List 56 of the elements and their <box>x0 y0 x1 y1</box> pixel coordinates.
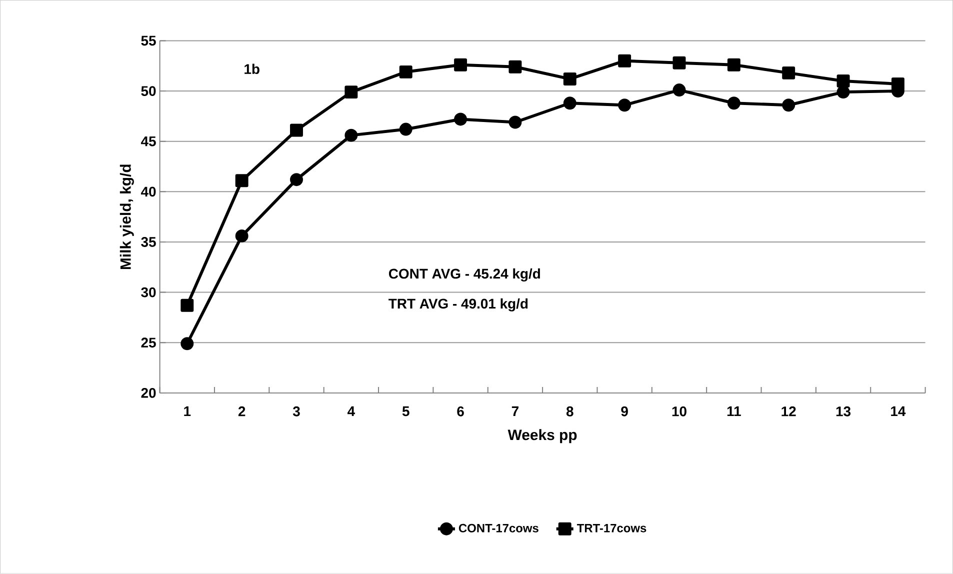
annotation: 1b <box>244 64 260 74</box>
x-tick-label: 6 <box>457 406 464 416</box>
point <box>180 299 194 312</box>
x-tick-label: 3 <box>292 406 300 416</box>
annotation: TRT AVG - 49.01 kg/d <box>388 298 528 312</box>
x-tick-label: 10 <box>672 406 686 416</box>
point <box>344 128 358 142</box>
annotation: CONT AVG - 45.24 kg/d <box>388 268 540 282</box>
point <box>672 56 686 70</box>
point <box>563 72 576 86</box>
legend-label: TRT-17cows <box>576 524 646 532</box>
point <box>618 98 632 112</box>
point <box>344 86 358 99</box>
x-tick-label: 2 <box>238 406 246 416</box>
y-axis-title: Milk yield, kg/d <box>120 164 134 270</box>
point <box>235 230 248 243</box>
y-tick-label: 30 <box>141 287 156 298</box>
y-tick-label: 55 <box>141 36 156 46</box>
point <box>836 74 850 88</box>
point <box>782 98 796 112</box>
y-tick-label: 50 <box>141 86 156 96</box>
x-tick-label: 12 <box>782 406 796 416</box>
x-tick-label: 5 <box>402 406 410 416</box>
y-tick-label: 25 <box>141 338 156 348</box>
x-tick-label: 7 <box>512 406 518 416</box>
point <box>454 58 468 72</box>
point <box>399 66 412 79</box>
legend-label: CONT-17cows <box>458 524 538 533</box>
x-tick-label: 9 <box>621 406 628 416</box>
x-tick-label: 13 <box>836 406 851 416</box>
y-tick-label: 35 <box>141 237 156 248</box>
x-tick-label: 8 <box>566 406 574 416</box>
point <box>235 174 248 188</box>
y-tick-label: 45 <box>140 136 156 146</box>
point <box>399 122 412 136</box>
point <box>672 84 686 97</box>
point <box>727 58 740 72</box>
point <box>782 66 796 80</box>
point <box>290 124 303 137</box>
point <box>454 112 468 126</box>
x-tick-label: 14 <box>891 406 906 416</box>
x-tick-label: 11 <box>727 406 741 416</box>
point <box>727 96 740 110</box>
y-tick-label: 40 <box>140 186 156 197</box>
point <box>508 116 522 129</box>
y-tick-label: 20 <box>141 388 156 398</box>
point <box>508 60 522 74</box>
point <box>563 96 576 110</box>
point <box>180 337 194 350</box>
point <box>836 86 850 99</box>
point <box>618 54 632 68</box>
x-tick-label: 1 <box>184 406 191 416</box>
x-axis-title: Weeks pp <box>508 429 577 444</box>
point <box>290 173 303 186</box>
point <box>891 78 904 91</box>
x-tick-label: 4 <box>348 406 355 416</box>
